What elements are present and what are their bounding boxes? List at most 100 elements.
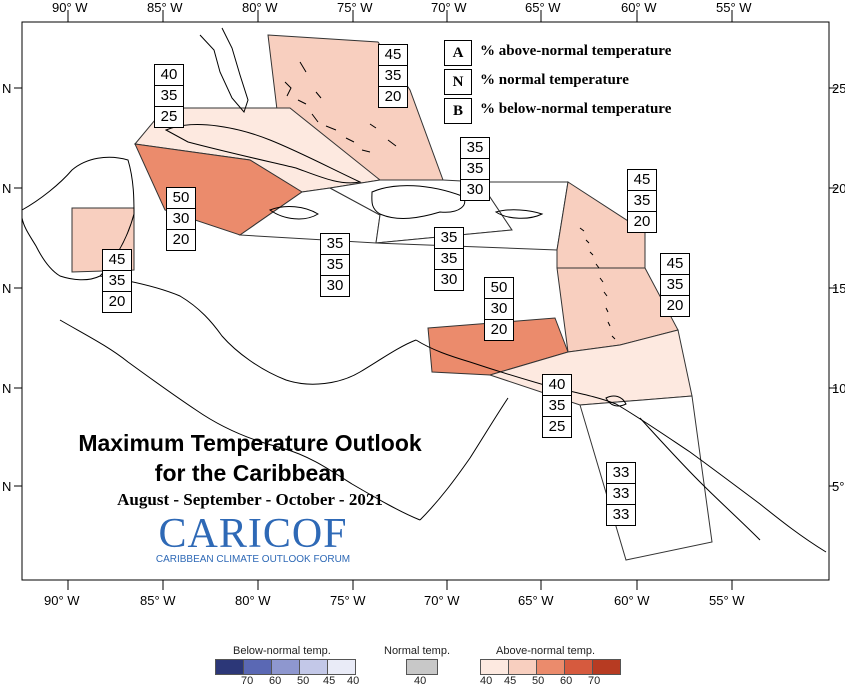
prob-box-bahamas: 45 35 20 — [378, 44, 408, 108]
lon-label: 60° W — [614, 593, 650, 608]
prob-box-cuba: 40 35 25 — [154, 64, 184, 128]
lon-label: 80° W — [235, 593, 271, 608]
lat-label: 10 — [832, 381, 845, 396]
prob-normal: 35 — [435, 249, 463, 270]
colorbar-swatch — [271, 659, 300, 675]
lat-label: N — [2, 479, 11, 494]
prob-box-leeward: 45 35 20 — [627, 169, 657, 233]
lat-label: 25 — [832, 81, 845, 96]
prob-normal: 35 — [461, 159, 489, 180]
prob-below: 30 — [326, 277, 344, 294]
prob-normal: 35 — [628, 191, 656, 212]
colorbar-tick: 50 — [532, 675, 545, 687]
prob-above: 45 — [379, 45, 407, 66]
lon-label: 75° W — [330, 593, 366, 608]
prob-below: 20 — [666, 297, 684, 314]
key-text: % above-normal temperature — [480, 43, 672, 59]
colorbar-swatch — [215, 659, 244, 675]
prob-above: 50 — [485, 278, 513, 299]
prob-box-trinidad: 40 35 25 — [542, 374, 572, 438]
prob-box-puerto-rico: 35 35 30 — [460, 137, 490, 201]
lon-label: 65° W — [525, 0, 561, 15]
colorbar-tick: 45 — [323, 675, 336, 687]
prob-box-jamaica: 35 35 30 — [320, 233, 350, 297]
lon-label: 85° W — [140, 593, 176, 608]
lat-label: 20 — [832, 181, 845, 196]
lat-label: N — [2, 181, 11, 196]
prob-above: 45 — [628, 170, 656, 191]
colorbar-swatch — [592, 659, 621, 675]
map-title: Maximum Temperature Outlook — [78, 430, 422, 456]
colorbar-tick: 60 — [560, 675, 573, 687]
prob-above: 40 — [543, 375, 571, 396]
colorbar-swatch — [480, 659, 509, 675]
prob-above: 35 — [321, 234, 349, 255]
colorbar-tick: 70 — [588, 675, 601, 687]
colorbar-tick: 40 — [480, 675, 493, 687]
prob-box-cayman: 50 30 20 — [166, 187, 196, 251]
lon-label: 55° W — [716, 0, 752, 15]
prob-above: 45 — [103, 250, 131, 271]
colorbar-tick: 45 — [504, 675, 517, 687]
prob-above: 45 — [661, 254, 689, 275]
map-title-line2: for the Caribbean — [154, 460, 346, 486]
lon-labels-top: 90° W 85° W 80° W 75° W 70° W 65° W 60° … — [52, 0, 752, 15]
colorbar-title: Below-normal temp. — [233, 645, 331, 657]
lon-labels-bottom: 90° W 85° W 80° W 75° W 70° W 65° W 60° … — [44, 593, 745, 608]
key-letter: N — [444, 69, 472, 95]
prob-normal: 35 — [155, 86, 183, 107]
lat-label: N — [2, 81, 11, 96]
prob-box-belize: 45 35 20 — [102, 249, 132, 313]
colorbar-swatch — [536, 659, 565, 675]
lon-label: 80° W — [242, 0, 278, 15]
lon-label: 70° W — [424, 593, 460, 608]
lon-label: 65° W — [518, 593, 554, 608]
prob-box-windward: 45 35 20 — [660, 253, 690, 317]
colorbar-title: Normal temp. — [384, 645, 451, 657]
probability-key: A % above-normal temperature N % normal … — [444, 40, 734, 127]
prob-normal: 35 — [661, 275, 689, 296]
colorbar-swatch — [299, 659, 328, 675]
prob-normal: 30 — [167, 209, 195, 230]
lon-label: 85° W — [147, 0, 183, 15]
prob-above: 33 — [607, 463, 635, 484]
prob-below: 20 — [384, 88, 402, 105]
lon-label: 70° W — [431, 0, 467, 15]
prob-below: 25 — [160, 108, 178, 125]
prob-below: 20 — [108, 293, 126, 310]
key-row-below: B % below-normal temperature — [444, 98, 734, 127]
prob-above: 40 — [155, 65, 183, 86]
caricof-logo: CARICOF CARIBBEAN CLIMATE OUTLOOK FORUM — [148, 512, 358, 565]
prob-normal: 35 — [103, 271, 131, 292]
colorbar-tick: 60 — [269, 675, 282, 687]
prob-above: 50 — [167, 188, 195, 209]
lat-label: N — [2, 381, 11, 396]
side-ticks — [14, 87, 837, 487]
lat-label: 5° — [832, 479, 844, 494]
colorbar-tick: 50 — [297, 675, 310, 687]
key-letter: A — [444, 40, 472, 66]
prob-below: 33 — [612, 506, 630, 523]
lat-label: 15 — [832, 281, 845, 296]
prob-box-guianas: 33 33 33 — [606, 462, 636, 526]
prob-below: 20 — [490, 321, 508, 338]
colorbar-swatch — [508, 659, 537, 675]
prob-box-abc: 50 30 20 — [484, 277, 514, 341]
colorbar-swatch — [327, 659, 356, 675]
lon-label: 60° W — [621, 0, 657, 15]
coastlines — [21, 27, 827, 553]
bottom-ticks — [67, 580, 733, 590]
map-period: August - September - October - 2021 — [117, 490, 383, 509]
colorbar-title: Above-normal temp. — [496, 645, 596, 657]
top-ticks — [67, 10, 733, 22]
prob-above: 35 — [435, 228, 463, 249]
prob-below: 30 — [466, 181, 484, 198]
key-letter: B — [444, 98, 472, 124]
colorbar-tick: 40 — [347, 675, 360, 687]
lon-label: 75° W — [337, 0, 373, 15]
lon-label: 90° W — [44, 593, 80, 608]
prob-normal: 35 — [379, 66, 407, 87]
prob-below: 20 — [633, 213, 651, 230]
prob-normal: 33 — [607, 484, 635, 505]
colorbar-swatch — [406, 659, 438, 675]
